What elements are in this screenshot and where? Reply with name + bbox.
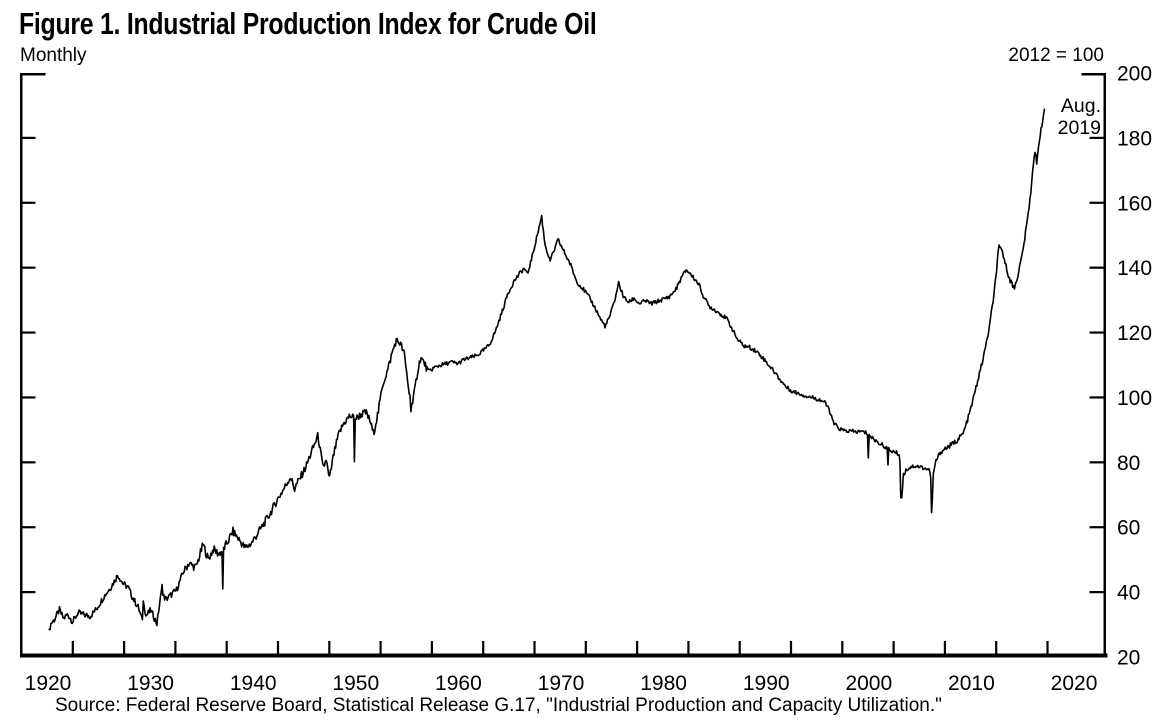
x-axis-tick (174, 641, 177, 654)
x-axis-tick (533, 641, 536, 654)
y-axis-tick-right (1089, 591, 1104, 594)
x-axis-label: 1970 (538, 672, 585, 695)
series-line (48, 108, 1046, 631)
x-axis-tick (584, 641, 587, 654)
x-axis-label: 1960 (435, 672, 482, 695)
y-axis-label: 140 (1117, 257, 1152, 280)
y-axis-tick-left (21, 331, 36, 334)
y-axis-tick-left (21, 526, 36, 529)
y-axis-tick-left (21, 266, 36, 269)
y-axis-right-cap (1081, 73, 1106, 76)
x-axis-tick (841, 641, 844, 654)
end-annotation-year: 2019 (1057, 117, 1101, 139)
y-axis-label: 100 (1117, 387, 1152, 410)
x-axis-tick (738, 641, 741, 654)
y-axis-label: 40 (1117, 582, 1140, 605)
x-axis-tick (379, 641, 382, 654)
y-axis-tick-left (21, 591, 36, 594)
x-axis-label: 1920 (25, 672, 72, 695)
y-axis-tick-left (21, 136, 36, 139)
x-axis-tick (1046, 641, 1049, 654)
y-axis-tick-right (1089, 461, 1104, 464)
y-axis-label: 180 (1117, 127, 1152, 150)
x-axis-tick (328, 641, 331, 654)
y-axis-left-spine (20, 73, 23, 657)
y-axis-right-spine (1103, 73, 1106, 657)
x-axis-tick (789, 641, 793, 654)
x-axis-tick (892, 641, 895, 654)
x-axis-label: 2010 (948, 672, 995, 695)
x-axis-tick (71, 641, 74, 654)
x-axis-tick (995, 641, 998, 654)
y-axis-left-cap (20, 73, 46, 76)
x-axis-tick (482, 641, 485, 654)
y-axis-label: 20 (1117, 647, 1140, 670)
y-axis-tick-left (21, 201, 36, 204)
y-axis-tick-right (1089, 331, 1104, 334)
end-annotation: Aug. 2019 (1058, 95, 1101, 139)
x-axis-label: 1950 (332, 672, 379, 695)
y-axis-label: 120 (1117, 322, 1152, 345)
y-axis-tick-left (21, 461, 36, 464)
y-axis-tick-right (1089, 201, 1104, 204)
x-axis-tick (943, 641, 947, 654)
frequency-label: Monthly (20, 45, 87, 66)
end-annotation-month: Aug. (1060, 95, 1101, 117)
x-axis-label: 1930 (127, 672, 174, 695)
y-axis-label: 200 (1117, 63, 1152, 86)
x-axis-tick (123, 641, 126, 654)
x-axis-label: 1980 (640, 672, 687, 695)
y-axis-tick-right (1089, 396, 1104, 399)
y-axis-tick-right (1089, 266, 1104, 269)
x-axis-tick (225, 641, 228, 654)
source-note: Source: Federal Reserve Board, Statistic… (55, 695, 942, 716)
y-axis-label: 60 (1117, 517, 1140, 540)
y-axis-tick-right (1089, 136, 1104, 139)
figure-title: Figure 1. Industrial Production Index fo… (19, 6, 597, 41)
x-axis-tick (276, 641, 280, 654)
x-axis-spine (20, 653, 1108, 658)
index-base-note: 2012 = 100 (1008, 45, 1104, 66)
x-axis-label: 2020 (1051, 672, 1098, 695)
y-axis-tick-right (1089, 526, 1104, 529)
y-axis-label: 80 (1117, 452, 1140, 475)
x-axis-tick (687, 641, 690, 654)
x-axis-label: 1990 (743, 672, 790, 695)
x-axis-label: 2000 (845, 672, 892, 695)
y-axis-label: 160 (1117, 192, 1152, 215)
y-axis-tick-left (21, 396, 36, 399)
x-axis-label: 1940 (230, 672, 277, 695)
x-axis-tick (430, 641, 434, 654)
x-axis-tick (636, 641, 639, 654)
